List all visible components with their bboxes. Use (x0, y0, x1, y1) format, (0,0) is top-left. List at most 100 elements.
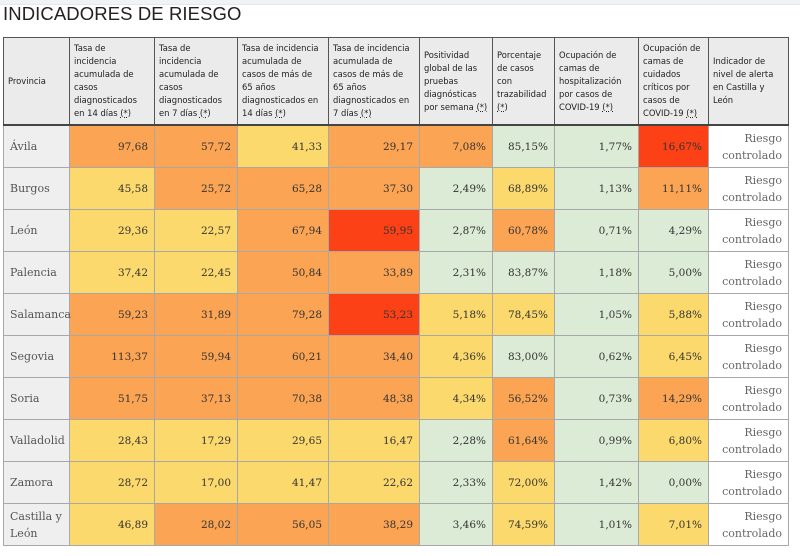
indicator-cell: 83,87% (492, 251, 555, 294)
province-cell: León (3, 209, 70, 252)
footnote-link[interactable]: (*) (120, 108, 131, 118)
indicator-cell: 45,58 (69, 167, 155, 210)
column-header: Porcentaje de casos con trazabilidad (*) (492, 37, 555, 126)
indicator-cell: 14,29% (638, 377, 709, 420)
column-header-label: Positividad global de las pruebas diagnó… (424, 49, 478, 112)
table-row: Ávila 97,68 57,72 41,33 29,17 7,08% 85,15% 1,77… (3, 124, 789, 168)
indicator-cell: 60,21 (237, 335, 329, 378)
column-header-label: Ocupación de camas de cuidados críticos … (643, 43, 701, 118)
table-row: Segovia 113,37 59,94 60,21 34,40 4,36% 83,00% 0… (3, 335, 789, 378)
province-cell: Soria (3, 377, 70, 420)
indicator-cell: 29,65 (237, 419, 329, 462)
column-header: Tasa de incidencia acumulada de casos di… (154, 37, 238, 126)
footnote-link[interactable]: (*) (360, 108, 372, 118)
alert-level-cell: Riesgo controlado (708, 335, 789, 378)
indicator-cell: 70,38 (237, 377, 329, 420)
indicator-cell: 2,28% (419, 419, 493, 462)
column-header: Ocupación de camas de hospitalización po… (554, 37, 639, 126)
indicator-cell: 1,01% (554, 503, 639, 546)
footnote-link[interactable]: (*) (199, 108, 211, 118)
indicator-cell: 4,34% (419, 377, 493, 420)
column-header: Indicador de nivel de alerta en Castilla… (708, 37, 789, 126)
province-cell: Valladolid (3, 419, 70, 462)
indicator-cell: 29,36 (69, 209, 155, 252)
indicator-cell: 59,95 (328, 209, 420, 252)
indicator-cell: 0,99% (554, 419, 639, 462)
indicator-cell: 6,45% (638, 335, 709, 378)
indicator-cell: 37,13 (154, 377, 238, 420)
indicator-cell: 38,29 (328, 503, 420, 546)
alert-level-cell: Riesgo controlado (708, 124, 789, 168)
footnote-link[interactable]: (*) (686, 108, 698, 118)
indicator-cell: 97,68 (69, 124, 155, 168)
indicator-cell: 0,62% (554, 335, 639, 378)
indicator-cell: 7,01% (638, 503, 709, 546)
indicator-cell: 1,05% (554, 293, 639, 336)
province-cell: Castilla y León (3, 503, 70, 546)
indicator-cell: 31,89 (154, 293, 238, 336)
indicator-cell: 2,49% (419, 167, 493, 210)
table-body: Ávila 97,68 57,72 41,33 29,17 7,08% 85,15% 1,77… (3, 124, 789, 546)
column-header-label: Tasa de incidencia acumulada de casos di… (159, 43, 223, 118)
indicator-cell: 61,64% (492, 419, 555, 462)
province-cell: Salamanca (3, 293, 71, 336)
indicator-cell: 0,73% (554, 377, 639, 420)
province-cell: Segovia (3, 335, 70, 378)
indicator-cell: 17,29 (154, 419, 238, 462)
indicator-cell: 53,23 (328, 293, 420, 336)
table-row: Salamanca 59,23 31,89 79,28 53,23 5,18% 78,45%… (3, 293, 789, 336)
province-cell: Burgos (3, 167, 70, 210)
indicator-cell: 0,71% (554, 209, 639, 252)
footnote-link[interactable]: (*) (476, 101, 488, 112)
province-cell: Zamora (3, 461, 70, 504)
column-header-label: Tasa de incidencia acumulada de casos de… (242, 43, 319, 118)
indicator-cell: 17,00 (154, 461, 238, 504)
indicator-cell: 51,75 (69, 377, 155, 420)
footnote-link[interactable]: (*) (275, 108, 286, 118)
column-header-label: Tasa de incidencia acumulada de casos de… (333, 43, 410, 118)
indicator-cell: 72,00% (492, 461, 555, 504)
indicator-cell: 113,37 (69, 335, 155, 378)
indicator-cell: 60,78% (492, 209, 555, 252)
column-header-label: Indicador de nivel de alerta en Castilla… (713, 56, 774, 105)
province-cell: Ávila (3, 124, 70, 168)
column-header-label: Ocupación de camas de hospitalización po… (559, 49, 622, 112)
indicator-cell: 22,62 (328, 461, 420, 504)
indicator-cell: 1,13% (554, 167, 639, 210)
table-row: Soria 51,75 37,13 70,38 48,38 4,34% 56,52% 0,73… (3, 377, 789, 420)
indicator-cell: 11,11% (638, 167, 709, 210)
footnote-link[interactable]: (*) (497, 101, 508, 112)
indicator-cell: 34,40 (328, 335, 420, 378)
indicator-cell: 4,29% (638, 209, 709, 252)
table-row: Valladolid 28,43 17,29 29,65 16,47 2,28% 61,64… (3, 419, 789, 462)
indicator-cell: 22,45 (154, 251, 238, 294)
column-header: Tasa de incidencia acumulada de casos de… (328, 37, 420, 126)
footnote-link[interactable]: (*) (602, 101, 614, 112)
indicator-cell: 59,94 (154, 335, 238, 378)
indicator-cell: 79,28 (237, 293, 329, 336)
alert-level-cell: Riesgo controlado (708, 209, 789, 252)
table-row: Castilla y León 46,89 28,02 56,05 38,29 3,46%… (3, 503, 789, 546)
indicator-cell: 57,72 (154, 124, 238, 168)
indicator-cell: 56,05 (237, 503, 329, 546)
indicator-cell: 16,47 (328, 419, 420, 462)
indicator-cell: 5,18% (419, 293, 493, 336)
indicator-cell: 1,77% (554, 124, 639, 168)
indicator-cell: 59,23 (69, 293, 155, 336)
header-row: Provincia Tasa de incidencia acumulada de… (3, 37, 789, 126)
indicator-cell: 4,36% (419, 335, 493, 378)
alert-level-cell: Riesgo controlado (708, 503, 789, 546)
indicator-cell: 7,08% (419, 124, 493, 168)
indicator-cell: 2,31% (419, 251, 493, 294)
indicator-cell: 48,38 (328, 377, 420, 420)
indicator-cell: 22,57 (154, 209, 238, 252)
alert-level-cell: Riesgo controlado (708, 167, 789, 210)
column-header: Ocupación de camas de cuidados críticos … (638, 37, 709, 126)
indicator-cell: 65,28 (237, 167, 329, 210)
table-row: Zamora 28,72 17,00 41,47 22,62 2,33% 72,00% 1,4… (3, 461, 789, 504)
top-divider (0, 0, 800, 5)
column-header: Positividad global de las pruebas diagnó… (419, 37, 493, 126)
indicator-cell: 5,88% (638, 293, 709, 336)
indicator-cell: 6,80% (638, 419, 709, 462)
table-row: Palencia 37,42 22,45 50,84 33,89 2,31% 83,87% 1… (3, 251, 789, 294)
